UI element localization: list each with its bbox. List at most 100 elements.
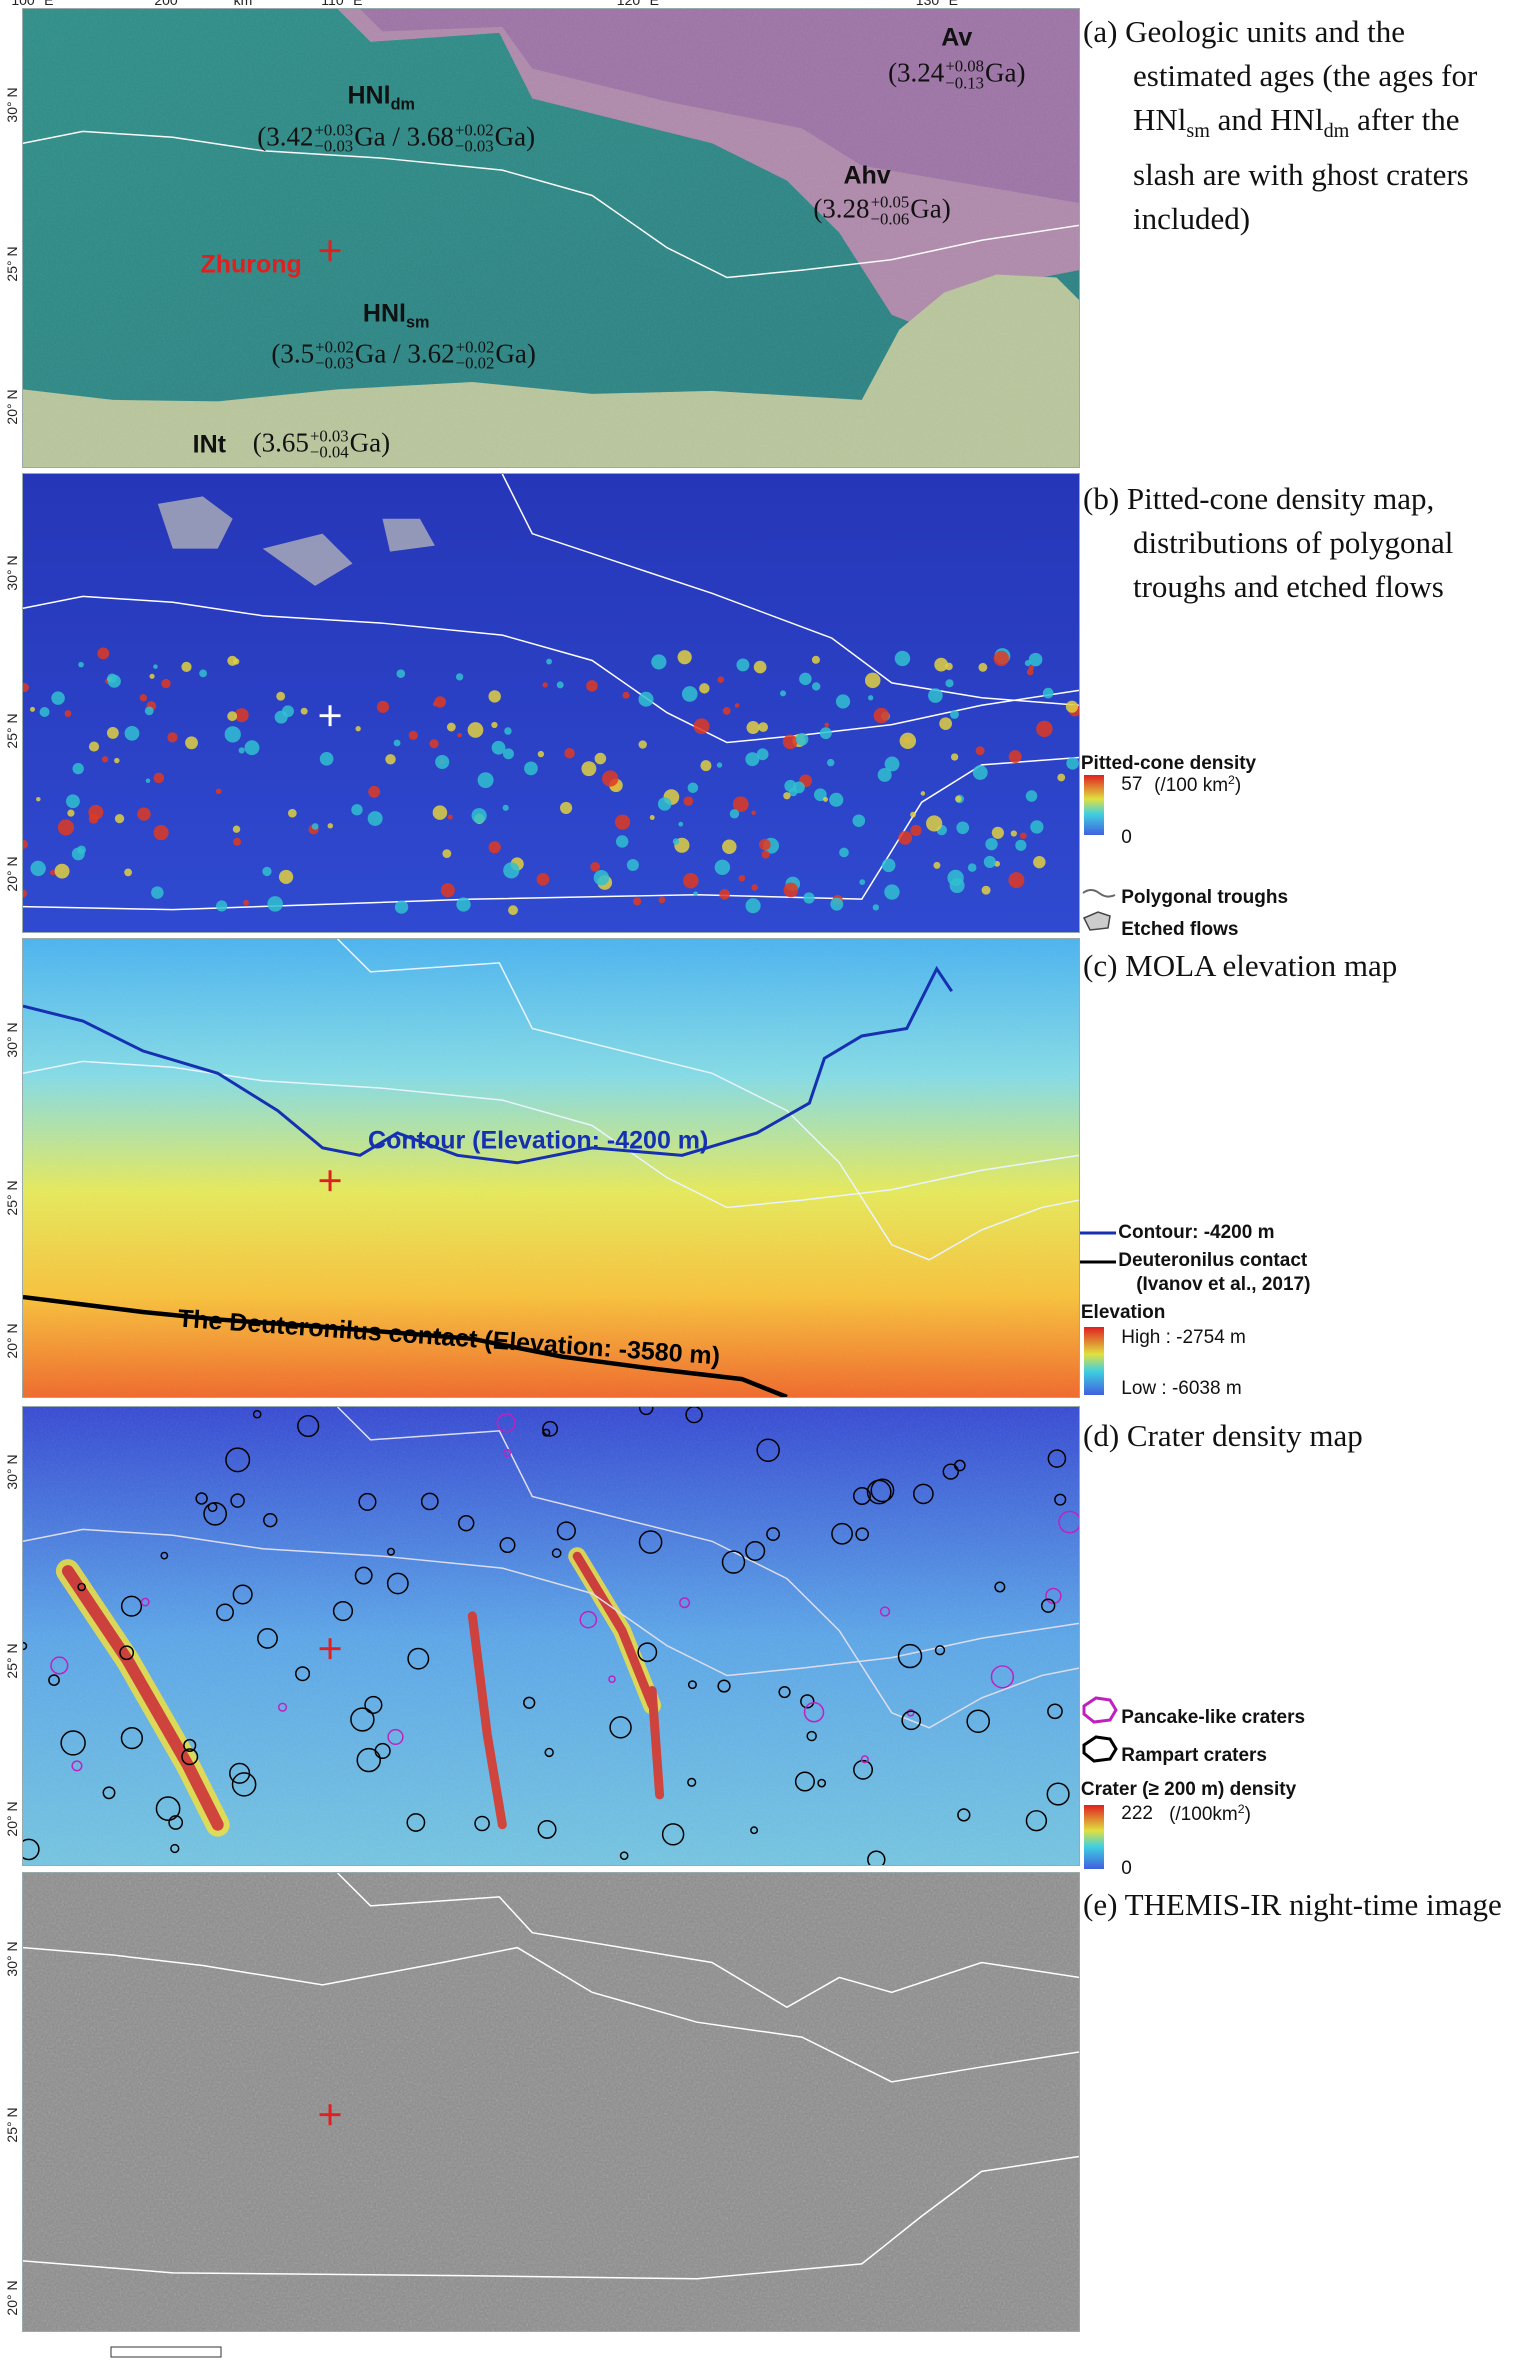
speckle bbox=[1058, 1510, 1079, 1534]
speckle bbox=[1024, 660, 1031, 667]
speckle bbox=[364, 1695, 383, 1714]
speckle bbox=[738, 874, 746, 882]
caption: (b) Pitted-cone density map, distributio… bbox=[1083, 477, 1523, 609]
speckle bbox=[619, 1851, 629, 1861]
speckle bbox=[537, 1819, 557, 1839]
speckle bbox=[693, 718, 710, 735]
speckle bbox=[144, 706, 154, 716]
sup: +0.05 bbox=[870, 192, 910, 212]
speckle bbox=[332, 1600, 354, 1622]
speckle bbox=[778, 1685, 791, 1699]
speckle bbox=[446, 722, 456, 732]
text: (d) Crater density map bbox=[1083, 1418, 1363, 1454]
speckle bbox=[899, 732, 917, 750]
sup-sub: +0.03 −0.04 bbox=[310, 428, 349, 461]
speckle bbox=[114, 813, 125, 824]
speckle bbox=[170, 1843, 180, 1854]
speckle bbox=[722, 839, 737, 854]
speckle bbox=[149, 673, 155, 679]
speckle bbox=[67, 809, 75, 817]
speckle bbox=[1025, 790, 1038, 802]
speckle bbox=[23, 839, 28, 849]
map-label: Zhurong bbox=[200, 251, 301, 280]
speckle bbox=[967, 863, 977, 872]
speckle bbox=[783, 792, 791, 800]
speckle bbox=[745, 1540, 766, 1561]
speckle bbox=[1015, 839, 1027, 851]
speckle bbox=[681, 686, 698, 702]
text: Elevation bbox=[1080, 1301, 1166, 1323]
speckle bbox=[78, 661, 84, 668]
speckle bbox=[120, 1727, 143, 1750]
speckle bbox=[65, 794, 80, 809]
speckle bbox=[385, 754, 396, 765]
speckle bbox=[57, 819, 75, 836]
speckle bbox=[54, 863, 70, 879]
sup: +0.02 bbox=[315, 337, 354, 357]
speckle bbox=[447, 814, 453, 820]
speckle bbox=[225, 1447, 251, 1473]
speckle bbox=[590, 861, 600, 872]
speckle bbox=[859, 879, 866, 886]
lat-label: 25° N bbox=[4, 1180, 20, 1216]
speckle bbox=[263, 1512, 278, 1528]
speckle bbox=[638, 1407, 654, 1416]
speckle bbox=[167, 732, 178, 743]
text: Pancake-like craters bbox=[1121, 1706, 1306, 1728]
speckle bbox=[276, 691, 286, 701]
speckle bbox=[839, 847, 849, 858]
speckle bbox=[751, 810, 756, 816]
speckle bbox=[756, 748, 769, 761]
elevation-map bbox=[23, 939, 1079, 1397]
speckle bbox=[830, 897, 844, 911]
speckle bbox=[435, 754, 450, 770]
speckle bbox=[898, 830, 913, 845]
sub: sm bbox=[1186, 119, 1210, 142]
sup-sub: +0.02 −0.02 bbox=[456, 339, 495, 372]
speckle bbox=[153, 772, 165, 784]
speckle bbox=[920, 791, 926, 796]
speckle bbox=[408, 730, 418, 740]
speckle bbox=[168, 1815, 184, 1830]
speckle bbox=[30, 860, 46, 877]
speckle bbox=[77, 1582, 86, 1592]
sub: −0.13 bbox=[945, 73, 985, 93]
sub: −0.03 bbox=[454, 137, 494, 157]
speckle bbox=[860, 1755, 869, 1764]
legend-entry: Rampart craters bbox=[1121, 1745, 1267, 1767]
sup: +0.03 bbox=[314, 120, 354, 140]
speckle bbox=[137, 807, 151, 821]
speckle bbox=[679, 1597, 691, 1609]
speckle bbox=[124, 726, 140, 741]
speckle bbox=[873, 707, 890, 724]
lat-label: 20° N bbox=[4, 389, 20, 425]
lon-label: 100° E bbox=[11, 0, 54, 8]
colorbar bbox=[1084, 1805, 1104, 1869]
speckle bbox=[602, 770, 619, 787]
speckle bbox=[729, 809, 740, 819]
speckle bbox=[119, 1645, 135, 1661]
speckle bbox=[195, 1492, 208, 1505]
speckle bbox=[745, 752, 760, 767]
speckle bbox=[823, 796, 828, 802]
speckle bbox=[155, 1796, 181, 1821]
speckle bbox=[626, 859, 639, 871]
speckle bbox=[327, 823, 334, 829]
text: INt bbox=[192, 430, 226, 459]
speckle bbox=[203, 1501, 228, 1526]
text: Zhurong bbox=[200, 250, 302, 279]
speckle bbox=[181, 661, 192, 672]
speckle bbox=[300, 707, 308, 715]
speckle bbox=[556, 681, 564, 689]
sup-sub: +0.05 −0.06 bbox=[870, 192, 910, 228]
speckle bbox=[354, 1566, 373, 1585]
speckle bbox=[267, 896, 283, 912]
speckle bbox=[536, 873, 550, 886]
crater-density-map bbox=[23, 1407, 1079, 1865]
caption: (d) Crater density map bbox=[1083, 1414, 1523, 1458]
speckle bbox=[1046, 1782, 1070, 1806]
speckle bbox=[88, 741, 100, 752]
lat-label: 30° N bbox=[4, 1941, 20, 1977]
text: after the slash are with ghost craters i… bbox=[1133, 101, 1469, 236]
